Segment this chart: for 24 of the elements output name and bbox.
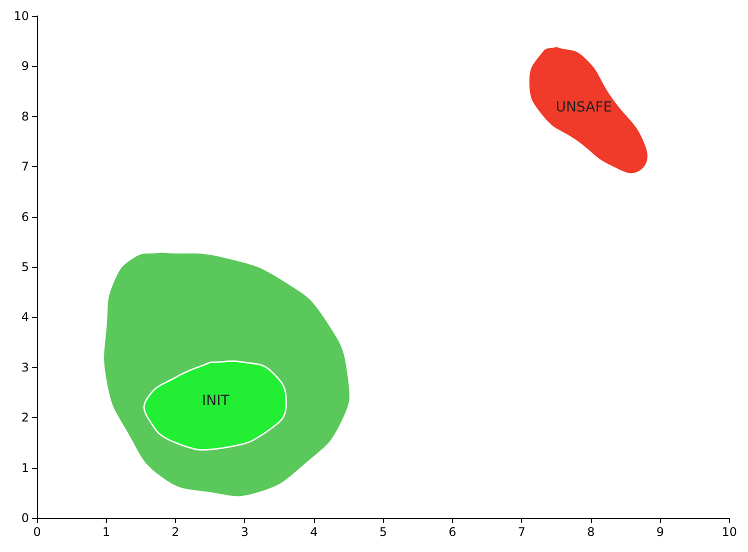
y-tick-label: 5: [21, 260, 29, 274]
x-tick-label: 3: [240, 525, 249, 539]
y-tick-label: 3: [21, 360, 29, 374]
y-tick-label: 4: [21, 310, 29, 324]
y-tick-label: 6: [21, 210, 29, 224]
x-tick-label: 0: [33, 525, 41, 539]
x-tick-label: 9: [656, 525, 664, 539]
y-tick-label: 0: [21, 511, 29, 525]
series-label: UNSAFE: [556, 99, 612, 116]
y-tick-label: 7: [21, 160, 29, 174]
x-tick-label: 2: [172, 525, 180, 539]
y-tick-label: 8: [21, 109, 29, 124]
x-tick-label: 7: [518, 525, 526, 539]
y-tick-label: 2: [21, 410, 29, 425]
y-tick-label: 9: [21, 59, 29, 74]
x-tick-label: 4: [310, 525, 318, 539]
series-label: INIT: [202, 393, 230, 410]
x-tick-label: 1: [102, 525, 110, 539]
y-tick-label: 1: [21, 460, 29, 475]
x-tick-label: 5: [379, 525, 388, 539]
x-tick-label: 8: [587, 525, 595, 539]
y-tick-label: 10: [14, 9, 29, 23]
x-tick-label: 6: [448, 525, 456, 539]
x-tick-label: 10: [722, 525, 738, 539]
